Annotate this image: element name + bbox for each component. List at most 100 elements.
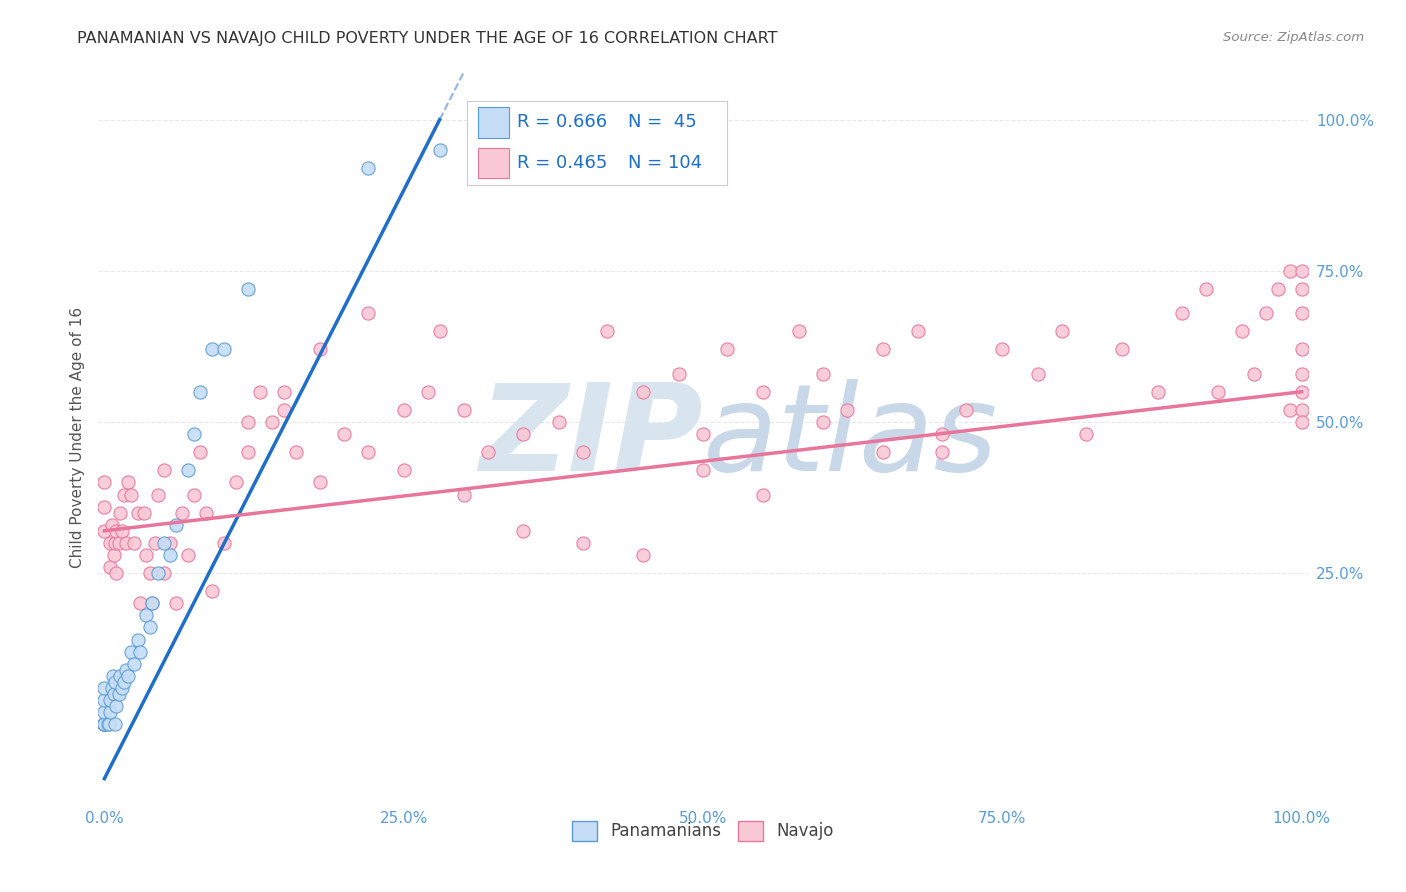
Point [955,403,977,417]
Point [1026,367,1049,381]
Point [668,367,690,381]
Point [429,324,451,338]
Point [120,645,142,659]
Point [1074,427,1097,442]
Point [100,536,122,550]
Point [236,282,259,296]
Point [572,536,595,550]
Point [1050,324,1073,338]
Point [100,693,122,707]
Point [1111,343,1133,357]
Point [392,463,415,477]
Point [120,487,142,501]
Point [1278,264,1301,278]
Point [135,548,157,562]
Point [129,596,152,610]
Point [93,693,115,707]
Point [931,445,953,459]
Point [716,343,738,357]
Point [97,717,120,731]
Point [1243,367,1265,381]
Point [132,506,155,520]
Point [195,506,218,520]
Point [931,427,953,442]
Point [111,681,134,695]
Point [103,687,125,701]
Point [357,161,380,175]
Point [212,343,235,357]
Point [835,403,858,417]
Point [115,536,138,550]
Point [105,524,128,538]
Point [139,620,162,634]
Point [159,548,181,562]
Point [236,415,259,429]
Point [512,427,534,442]
Point [752,384,775,399]
Point [1171,306,1194,320]
Point [1147,384,1170,399]
Point [596,324,619,338]
Point [100,560,122,574]
Text: Source: ZipAtlas.com: Source: ZipAtlas.com [1223,31,1364,45]
Point [309,475,332,490]
Point [108,506,131,520]
Point [872,445,894,459]
Point [872,343,894,357]
Point [357,445,380,459]
Point [177,548,200,562]
Point [453,403,475,417]
Point [333,427,356,442]
Point [188,384,211,399]
Text: PANAMANIAN VS NAVAJO CHILD POVERTY UNDER THE AGE OF 16 CORRELATION CHART: PANAMANIAN VS NAVAJO CHILD POVERTY UNDER… [77,31,778,46]
Point [811,367,834,381]
Point [104,717,127,731]
Point [165,517,187,532]
Point [249,384,271,399]
Point [416,384,439,399]
Point [153,566,176,580]
Point [907,324,929,338]
Point [477,445,499,459]
Point [105,566,128,580]
Point [153,536,176,550]
Point [93,524,115,538]
Point [100,681,122,695]
Point [112,487,135,501]
Point [572,445,595,459]
Point [127,506,149,520]
Point [692,463,714,477]
Point [512,524,534,538]
Point [112,674,135,689]
Point [105,699,128,714]
Point [117,669,139,683]
Point [236,445,259,459]
Point [93,717,115,731]
Point [104,674,127,689]
Point [1291,343,1313,357]
Point [139,566,162,580]
Point [1291,415,1313,429]
Point [108,669,131,683]
Point [1195,282,1218,296]
Point [159,536,181,550]
Point [141,596,163,610]
Point [148,566,170,580]
Point [98,717,121,731]
Point [1291,367,1313,381]
Point [115,663,138,677]
Point [101,669,124,683]
Point [392,403,415,417]
Point [111,524,134,538]
Point [273,384,295,399]
Point [1278,403,1301,417]
Point [93,705,115,719]
Point [117,475,139,490]
Point [692,427,714,442]
Point [225,475,247,490]
Point [453,487,475,501]
Point [1291,384,1313,399]
Point [188,445,211,459]
Point [631,384,654,399]
Point [93,717,115,731]
